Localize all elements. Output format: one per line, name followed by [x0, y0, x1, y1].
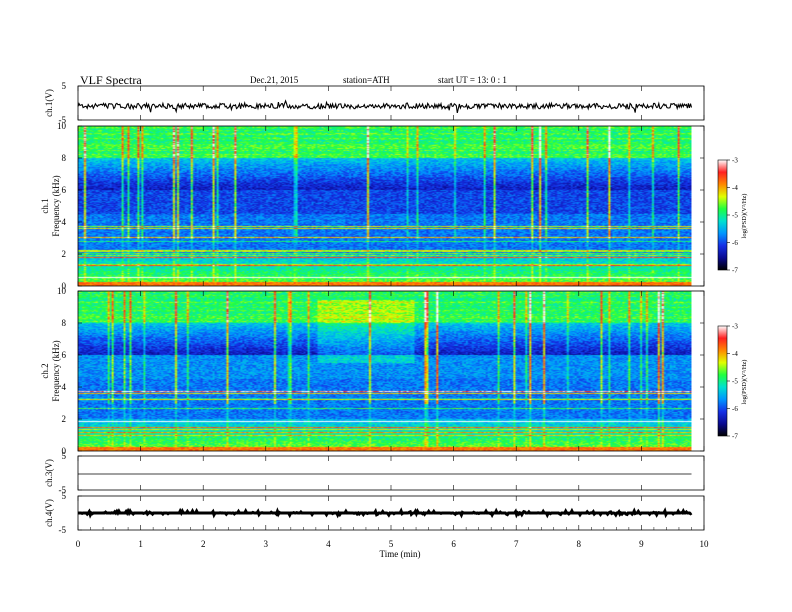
colorbar-2-tick-label: -4: [732, 350, 738, 358]
panel-ch1-waveform: [77, 85, 705, 121]
ytick-label: 8: [62, 153, 67, 163]
xtick-label: 1: [138, 539, 143, 549]
ch4-waveform-ylabel: ch.4(V): [44, 499, 54, 527]
xtick-label: 10: [700, 539, 710, 549]
colorbar-2-tick-label: -6: [732, 405, 738, 413]
colorbar-2-tick-label: -5: [732, 378, 738, 386]
xtick-label: 6: [451, 539, 456, 549]
colorbar-2-label: log(PSD)(V²/Hz): [741, 360, 748, 405]
ytick-label: 6: [62, 185, 67, 195]
colorbar-2: [717, 325, 728, 437]
xtick-label: 0: [76, 539, 81, 549]
ytick-label: 8: [62, 318, 67, 328]
date-label: Dec.21, 2015: [250, 75, 299, 85]
ch2-frequency-ylabel: Frequency (kHz): [51, 340, 61, 401]
ytick-label: 6: [62, 350, 67, 360]
xtick-label: 4: [326, 539, 331, 549]
xtick-label: 2: [201, 539, 206, 549]
ch4-waveform-line: [78, 507, 693, 519]
xtick-label: 8: [577, 539, 582, 549]
ytick-label: 2: [62, 249, 67, 259]
ch2-spectrogram-ylabel: ch.2: [40, 363, 50, 378]
ytick-label: 5: [62, 451, 67, 461]
ch2-spectrogram-image: [78, 291, 692, 451]
ytick-label: 10: [57, 121, 67, 131]
ytick-label: -5: [59, 485, 67, 495]
colorbar-1-tick-label: -7: [732, 267, 738, 275]
colorbar-2-tick-label: -7: [732, 433, 738, 441]
ch1-spectrogram-ylabel: ch.1: [40, 198, 50, 213]
ch1-frequency-ylabel: Frequency (kHz): [51, 175, 61, 236]
xtick-label: 9: [639, 539, 644, 549]
ytick-label: 5: [62, 81, 67, 91]
start-ut-label: start UT = 13: 0 : 1: [438, 75, 507, 85]
colorbar-1-tick-label: -3: [732, 157, 738, 165]
xtick-label: 5: [389, 539, 394, 549]
ytick-label: 4: [62, 217, 67, 227]
colorbar-1-label: log(PSD)(V²/Hz): [741, 194, 748, 239]
colorbar-1: [717, 159, 728, 271]
ytick-label: -5: [59, 525, 67, 535]
ytick-label: 2: [62, 414, 67, 424]
ytick-label: 0: [62, 281, 67, 291]
ch3-waveform-ylabel: ch.3(V): [44, 459, 54, 487]
xtick-label: 7: [514, 539, 519, 549]
ytick-label: -5: [59, 115, 67, 125]
ytick-label: 10: [57, 286, 67, 296]
ytick-label: 0: [62, 446, 67, 456]
figure-title: VLF Spectra: [80, 73, 142, 87]
ch1-spectrogram-image: [78, 126, 692, 286]
colorbar-1-tick-label: -4: [732, 184, 738, 192]
colorbar-1-tick-label: -5: [732, 212, 738, 220]
ch1-waveform-line: [77, 99, 693, 114]
xtick-label: 3: [264, 539, 269, 549]
panel-ch3-waveform: [77, 455, 705, 491]
colorbar-2-tick-label: -3: [732, 323, 738, 331]
station-label: station=ATH: [343, 75, 390, 85]
ch1-waveform-ylabel: ch.1(V): [44, 89, 54, 117]
ytick-label: 4: [62, 382, 67, 392]
colorbar-1-tick-label: -6: [732, 239, 738, 247]
ytick-label: 5: [62, 491, 67, 501]
x-axis-label: Time (min): [380, 549, 421, 559]
